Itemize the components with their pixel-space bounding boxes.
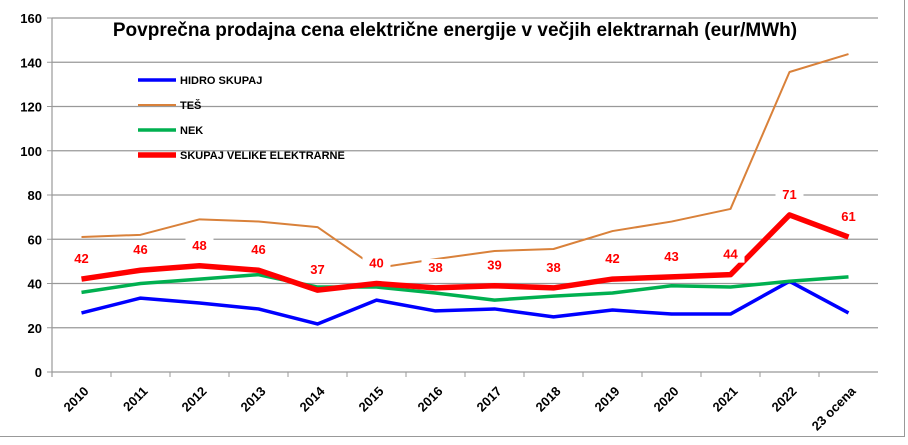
data-label-bg [362,254,391,272]
y-tick-label: 60 [28,232,42,247]
data-label: 46 [251,242,265,257]
y-tick-label: 120 [20,100,42,115]
y-tick-label: 100 [20,144,42,159]
y-tick-label: 140 [20,55,42,70]
y-tick-label: 40 [28,277,42,292]
data-label-bg [421,258,450,276]
data-label: 44 [723,247,738,262]
legend-label: SKUPAJ VELIKE ELEKTRARNE [180,150,345,162]
data-label-bg [126,241,155,259]
legend-label: HIDRO SKUPAJ [180,75,262,87]
data-label-bg [244,241,273,259]
data-label: 39 [487,258,501,273]
data-label: 46 [133,242,147,257]
data-label: 37 [310,262,324,277]
y-tick-label: 160 [20,11,42,26]
series-line-1 [81,53,849,270]
data-label-bg [67,250,96,268]
data-label: 61 [841,209,855,224]
data-label-bg [598,250,627,268]
data-label: 48 [192,238,206,253]
data-label-bg [539,258,568,276]
y-tick-label: 80 [28,188,42,203]
data-label-bg [775,185,804,203]
data-label-bg [834,208,863,226]
y-tick-label: 20 [28,321,42,336]
legend-label: NEK [180,125,203,137]
y-tick-label: 0 [35,365,42,380]
series-line-3 [81,212,850,293]
data-label-bg [657,247,686,265]
data-label: 42 [605,251,619,266]
data-label: 38 [428,260,442,275]
data-label: 38 [546,260,560,275]
data-label: 71 [782,187,796,202]
data-label: 43 [664,249,678,264]
chart-title: Povprečna prodajna cena električne energ… [113,20,797,41]
series-line-0 [81,279,850,326]
data-label: 42 [74,251,88,266]
data-label: 40 [369,256,383,271]
chart-frame [0,0,905,437]
legend-label: TEŠ [180,99,201,112]
series-line-2 [81,272,849,302]
data-label-bg [716,245,745,263]
data-label-bg [185,236,214,254]
data-label-bg [480,256,509,274]
data-label-bg [303,261,332,279]
